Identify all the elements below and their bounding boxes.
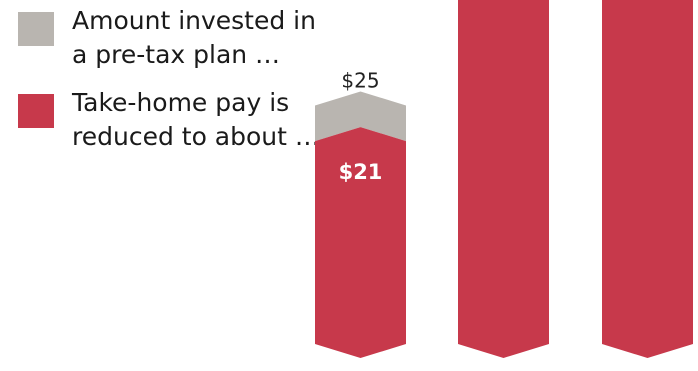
bar-takehome-2 xyxy=(602,0,693,358)
legend-swatch-pretax xyxy=(18,12,54,46)
legend-label-pretax: Amount invested in a pre-tax plan … xyxy=(72,6,316,69)
legend-label-takehome: Take-home pay is reduced to about … xyxy=(72,88,320,151)
bar-takehome-1 xyxy=(458,0,549,358)
legend-item-takehome: Take-home pay is reduced to about … xyxy=(18,86,348,154)
bar-pretax-0 xyxy=(315,91,406,142)
label-takehome-0: $21 xyxy=(339,160,383,184)
legend-item-pretax: Amount invested in a pre-tax plan … xyxy=(18,4,348,72)
legend-swatch-takehome xyxy=(18,94,54,128)
legend: Amount invested in a pre-tax plan … Take… xyxy=(18,4,348,168)
label-pretax-0: $25 xyxy=(341,69,379,93)
bar-takehome-0 xyxy=(315,127,406,358)
